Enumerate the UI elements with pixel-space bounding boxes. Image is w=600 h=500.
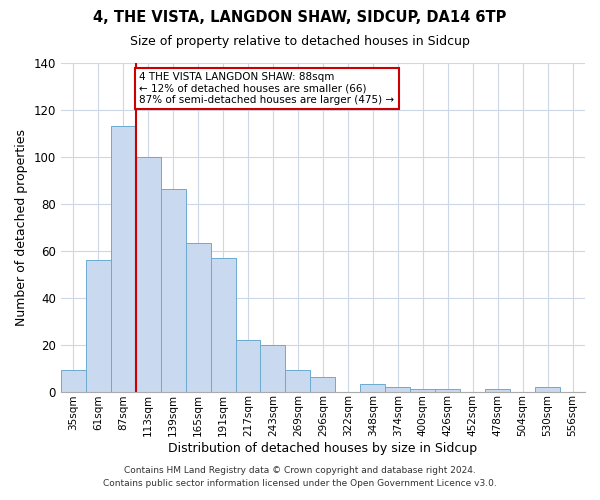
Bar [535, 387, 560, 392]
Bar [136, 156, 161, 392]
Bar [111, 126, 136, 392]
Text: 4, THE VISTA, LANGDON SHAW, SIDCUP, DA14 6TP: 4, THE VISTA, LANGDON SHAW, SIDCUP, DA14… [94, 10, 506, 25]
X-axis label: Distribution of detached houses by size in Sidcup: Distribution of detached houses by size … [169, 442, 478, 455]
Bar [385, 387, 410, 392]
Bar [161, 190, 185, 392]
Text: Size of property relative to detached houses in Sidcup: Size of property relative to detached ho… [130, 35, 470, 48]
Bar [185, 244, 211, 392]
Bar [485, 389, 510, 392]
Bar [260, 344, 286, 392]
Bar [211, 258, 236, 392]
Bar [410, 389, 435, 392]
Bar [286, 370, 310, 392]
Bar [361, 384, 385, 392]
Bar [61, 370, 86, 392]
Bar [86, 260, 111, 392]
Bar [435, 389, 460, 392]
Text: 4 THE VISTA LANGDON SHAW: 88sqm
← 12% of detached houses are smaller (66)
87% of: 4 THE VISTA LANGDON SHAW: 88sqm ← 12% of… [139, 72, 395, 105]
Text: Contains HM Land Registry data © Crown copyright and database right 2024.
Contai: Contains HM Land Registry data © Crown c… [103, 466, 497, 487]
Y-axis label: Number of detached properties: Number of detached properties [15, 128, 28, 326]
Bar [236, 340, 260, 392]
Bar [310, 378, 335, 392]
